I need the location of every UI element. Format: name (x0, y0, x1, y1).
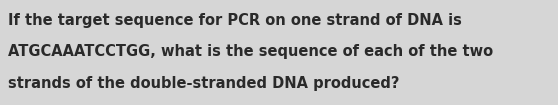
Text: ATGCAAATCCTGG, what is the sequence of each of the two: ATGCAAATCCTGG, what is the sequence of e… (8, 44, 493, 59)
Text: If the target sequence for PCR on one strand of DNA is: If the target sequence for PCR on one st… (8, 13, 462, 28)
Text: strands of the double-stranded DNA produced?: strands of the double-stranded DNA produ… (8, 76, 400, 91)
